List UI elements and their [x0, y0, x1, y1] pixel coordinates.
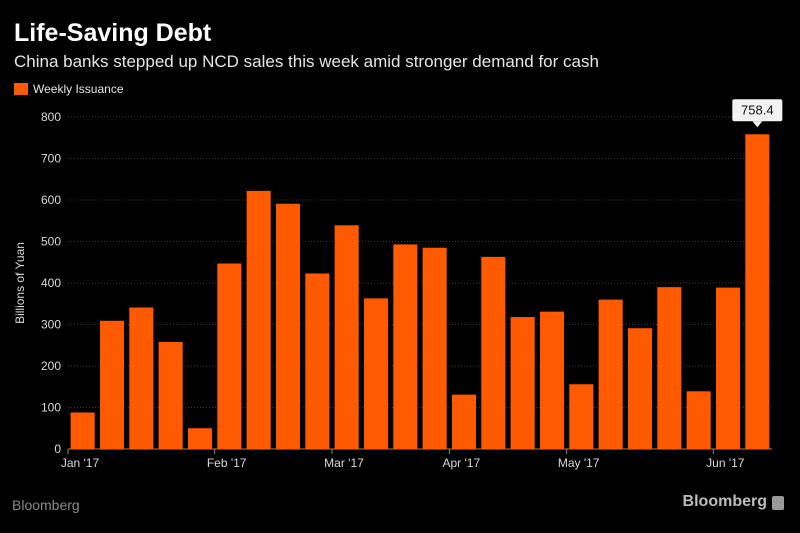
bar: [99, 320, 125, 449]
bar: [627, 328, 653, 449]
bar: [657, 287, 682, 449]
y-tick-label: 400: [41, 276, 61, 290]
source-label: Bloomberg: [12, 497, 80, 513]
bar: [539, 311, 565, 449]
bar: [275, 203, 301, 449]
bar: [481, 256, 506, 449]
bar: [686, 391, 711, 449]
y-tick-label: 200: [41, 359, 61, 373]
annotation-box: [732, 99, 783, 122]
y-tick-label: 100: [41, 401, 61, 415]
bar: [363, 298, 389, 449]
bloomberg-logo-icon: [772, 496, 784, 510]
y-axis-title: Billions of Yuan: [13, 242, 27, 324]
x-tick-label: May '17: [558, 456, 600, 470]
y-tick-label: 0: [54, 442, 61, 456]
y-tick-label: 800: [41, 110, 61, 124]
bar: [334, 225, 359, 449]
brand-logo: Bloomberg: [683, 493, 784, 511]
bar: [158, 341, 183, 449]
bar: [217, 263, 242, 449]
data-label: 758.4: [741, 102, 774, 117]
bar: [393, 244, 418, 449]
bar: [569, 384, 594, 449]
x-tick-label: Feb '17: [207, 456, 247, 470]
brand-text: Bloomberg: [682, 493, 767, 510]
x-tick-label: Jan '17: [61, 456, 100, 470]
bar: [598, 299, 623, 449]
x-tick-label: Jun '17: [706, 456, 745, 470]
bar: [305, 273, 330, 449]
annotation-pointer: [752, 121, 763, 128]
y-tick-label: 500: [41, 235, 61, 249]
bar: [246, 190, 271, 449]
x-tick-label: Apr '17: [443, 456, 481, 470]
bar: [451, 394, 477, 449]
y-tick-label: 300: [41, 318, 61, 332]
chart-subtitle: China banks stepped up NCD sales this we…: [14, 52, 599, 71]
y-tick-label: 700: [41, 152, 61, 166]
bar: [187, 428, 213, 449]
x-tick-label: Mar '17: [324, 456, 364, 470]
chart-title: Life-Saving Debt: [14, 19, 212, 47]
bar: [70, 412, 95, 449]
legend: Weekly Issuance: [14, 81, 124, 97]
legend-label: Weekly Issuance: [33, 82, 124, 96]
y-tick-label: 600: [41, 193, 61, 207]
bar: [715, 287, 741, 449]
bar: [422, 247, 447, 449]
legend-swatch: [14, 83, 28, 95]
bar: [745, 134, 770, 449]
bar: [510, 317, 535, 449]
bar: [129, 307, 154, 449]
